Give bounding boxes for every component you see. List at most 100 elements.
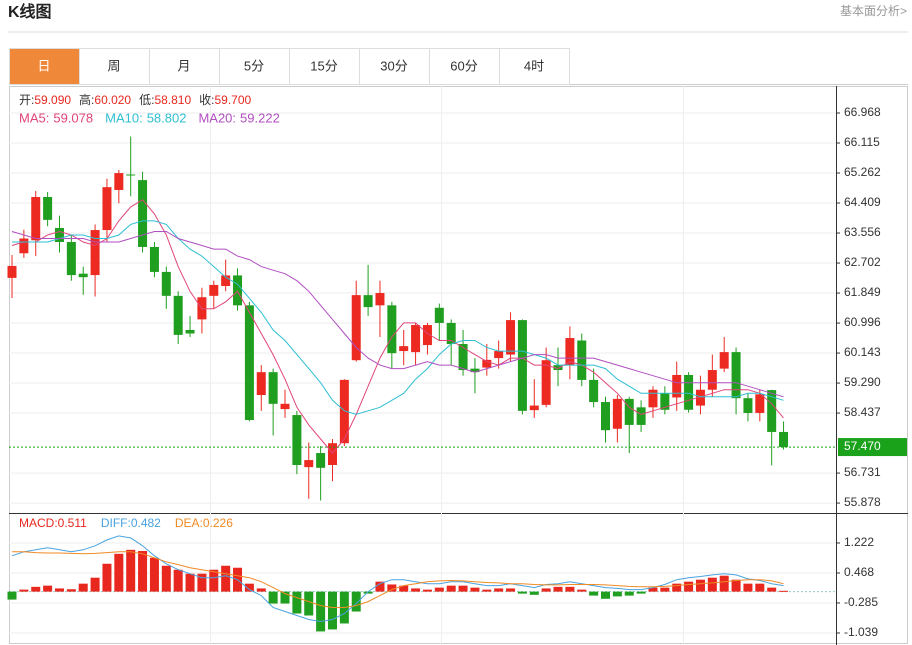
macd-bar xyxy=(292,591,302,614)
macd-bar xyxy=(7,591,17,600)
macd-bar xyxy=(767,587,777,592)
macd-bar xyxy=(327,591,337,630)
macd-bar xyxy=(149,557,159,592)
tab-label[interactable]: 5分 xyxy=(244,58,264,73)
tab-label[interactable]: 15分 xyxy=(310,58,337,73)
tab[interactable] xyxy=(79,48,150,85)
macd-bar xyxy=(280,591,290,604)
macd-bar xyxy=(482,589,492,592)
macd-bar xyxy=(31,586,41,592)
macd-bar xyxy=(577,589,587,592)
ohlc-value: 59.090 xyxy=(34,93,71,107)
y-tick-label: 0.468 xyxy=(844,565,874,579)
tab[interactable] xyxy=(9,48,80,85)
ohlc-label: 收: xyxy=(199,93,214,107)
y-tick-label: 58.437 xyxy=(844,405,881,419)
macd-bar xyxy=(363,591,373,594)
macd-bar xyxy=(648,587,658,592)
legend-label: MA5: xyxy=(19,110,49,125)
y-tick-label: 59.290 xyxy=(844,375,881,389)
macd-bar xyxy=(541,588,551,592)
legend-label: MA20: xyxy=(198,110,236,125)
macd-bar xyxy=(660,587,670,592)
macd-bar xyxy=(19,589,29,592)
candle-body xyxy=(233,275,243,306)
macd-bar xyxy=(589,591,599,596)
y-tick-label: 66.968 xyxy=(844,105,881,119)
candle-body xyxy=(411,325,421,353)
candle-body xyxy=(589,379,599,403)
tab-label[interactable]: 4时 xyxy=(524,58,544,73)
macd-bar xyxy=(197,573,207,592)
macd-bar xyxy=(517,591,527,594)
ohlc-label: 高: xyxy=(79,92,94,107)
macd-bar xyxy=(612,591,622,597)
macd-bar xyxy=(375,581,385,592)
candle-body xyxy=(256,372,266,396)
macd-bar xyxy=(506,588,516,592)
legend-value: 59.078 xyxy=(53,110,93,125)
current-price-label: 57.470 xyxy=(844,439,881,453)
candle-body xyxy=(31,197,41,241)
ohlc-label: 低: xyxy=(139,93,154,107)
macd-bar xyxy=(256,588,266,592)
tab[interactable] xyxy=(499,48,570,85)
tab[interactable] xyxy=(289,48,360,85)
candle-body xyxy=(612,398,622,429)
macd-bar xyxy=(185,573,195,592)
candle-body xyxy=(684,374,694,410)
candle-body xyxy=(565,338,575,366)
chart-frame xyxy=(9,86,908,644)
y-tick-label: 66.115 xyxy=(844,135,880,149)
candle-body xyxy=(470,368,480,373)
ohlc-value: 60.020 xyxy=(94,93,131,107)
candle-body xyxy=(446,322,456,345)
tab-label[interactable]: 60分 xyxy=(450,58,477,73)
candle-body xyxy=(126,174,136,176)
macd-bar xyxy=(399,585,409,592)
candle-body xyxy=(244,305,254,420)
macd-bar xyxy=(636,591,646,594)
tab[interactable] xyxy=(149,48,220,85)
tab-label[interactable]: 30分 xyxy=(380,58,407,73)
tab-label[interactable]: 周 xyxy=(107,58,120,73)
candle-body xyxy=(695,389,705,406)
macd-bar xyxy=(43,585,53,592)
ma-line xyxy=(12,220,784,415)
macd-bar xyxy=(173,569,183,592)
candle-body xyxy=(541,360,551,405)
macd-bar xyxy=(470,587,480,592)
macd-bar xyxy=(624,591,634,596)
y-tick-label: 60.143 xyxy=(844,345,881,359)
legend-value: 0.511 xyxy=(58,516,87,530)
candle-body xyxy=(601,402,610,431)
fundamental-link[interactable]: 基本面分析> xyxy=(840,4,907,18)
legend-label: MACD: xyxy=(19,516,58,530)
candle-body xyxy=(19,238,29,254)
macd-bar xyxy=(411,588,421,592)
y-tick-label: 63.556 xyxy=(844,225,881,239)
tab-label[interactable]: 日 xyxy=(37,58,50,73)
candle-body xyxy=(7,265,17,278)
candle-body xyxy=(506,320,516,355)
macd-bar xyxy=(209,569,219,592)
macd-bar xyxy=(743,583,753,592)
candle-body xyxy=(292,415,302,466)
y-tick-label: 60.996 xyxy=(844,315,881,329)
tab-label[interactable]: 月 xyxy=(177,58,190,73)
y-tick-label: -0.285 xyxy=(844,595,878,609)
candle-body xyxy=(114,173,124,190)
candle-body xyxy=(707,370,717,390)
candle-body xyxy=(577,340,587,380)
candle-body xyxy=(636,407,646,425)
candle-body xyxy=(755,394,765,413)
candle-body xyxy=(268,372,278,404)
candle-body xyxy=(387,305,397,354)
candle-body xyxy=(221,275,231,286)
candle-body xyxy=(375,293,385,306)
candle-body xyxy=(149,246,159,272)
macd-bar xyxy=(316,591,326,632)
candle-body xyxy=(327,443,337,466)
macd-bar xyxy=(494,588,504,592)
